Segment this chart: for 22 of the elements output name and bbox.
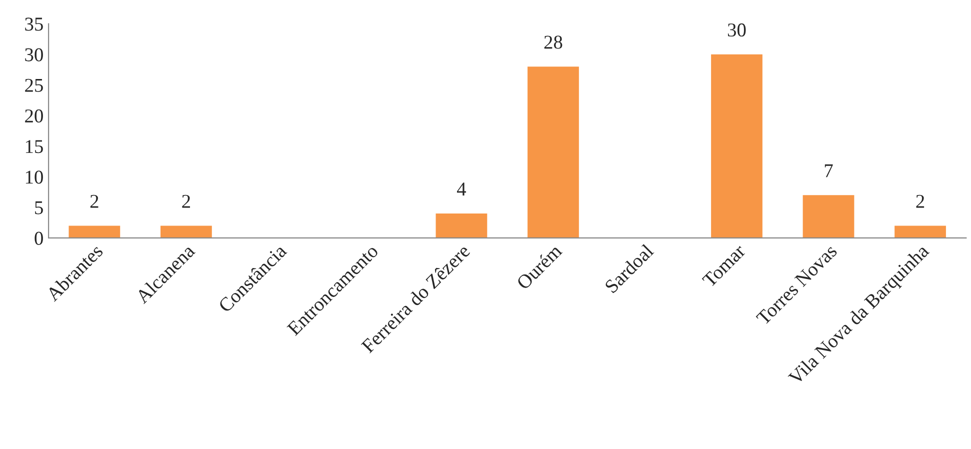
y-tick-label: 35: [25, 18, 43, 31]
data-label: 2: [90, 194, 98, 208]
data-label: 28: [544, 36, 562, 49]
data-label: 4: [456, 182, 466, 196]
bar: [68, 226, 120, 238]
y-tick-label: 10: [26, 170, 43, 184]
data-label: 7: [824, 164, 833, 178]
bar: [711, 54, 762, 238]
bar: [160, 226, 212, 238]
data-label: 2: [916, 194, 924, 208]
bar: [436, 213, 488, 238]
bar: [894, 226, 946, 238]
y-tick-label: 5: [35, 201, 43, 214]
bar: [802, 195, 854, 238]
y-tick-label: 15: [26, 140, 43, 154]
data-label: 2: [182, 194, 190, 208]
data-label: 30: [728, 23, 746, 37]
y-tick-label: 30: [25, 48, 43, 62]
y-tick-label: 0: [34, 232, 43, 245]
bar: [528, 66, 579, 238]
y-tick-label: 20: [25, 109, 43, 123]
y-tick-label: 25: [25, 78, 43, 92]
